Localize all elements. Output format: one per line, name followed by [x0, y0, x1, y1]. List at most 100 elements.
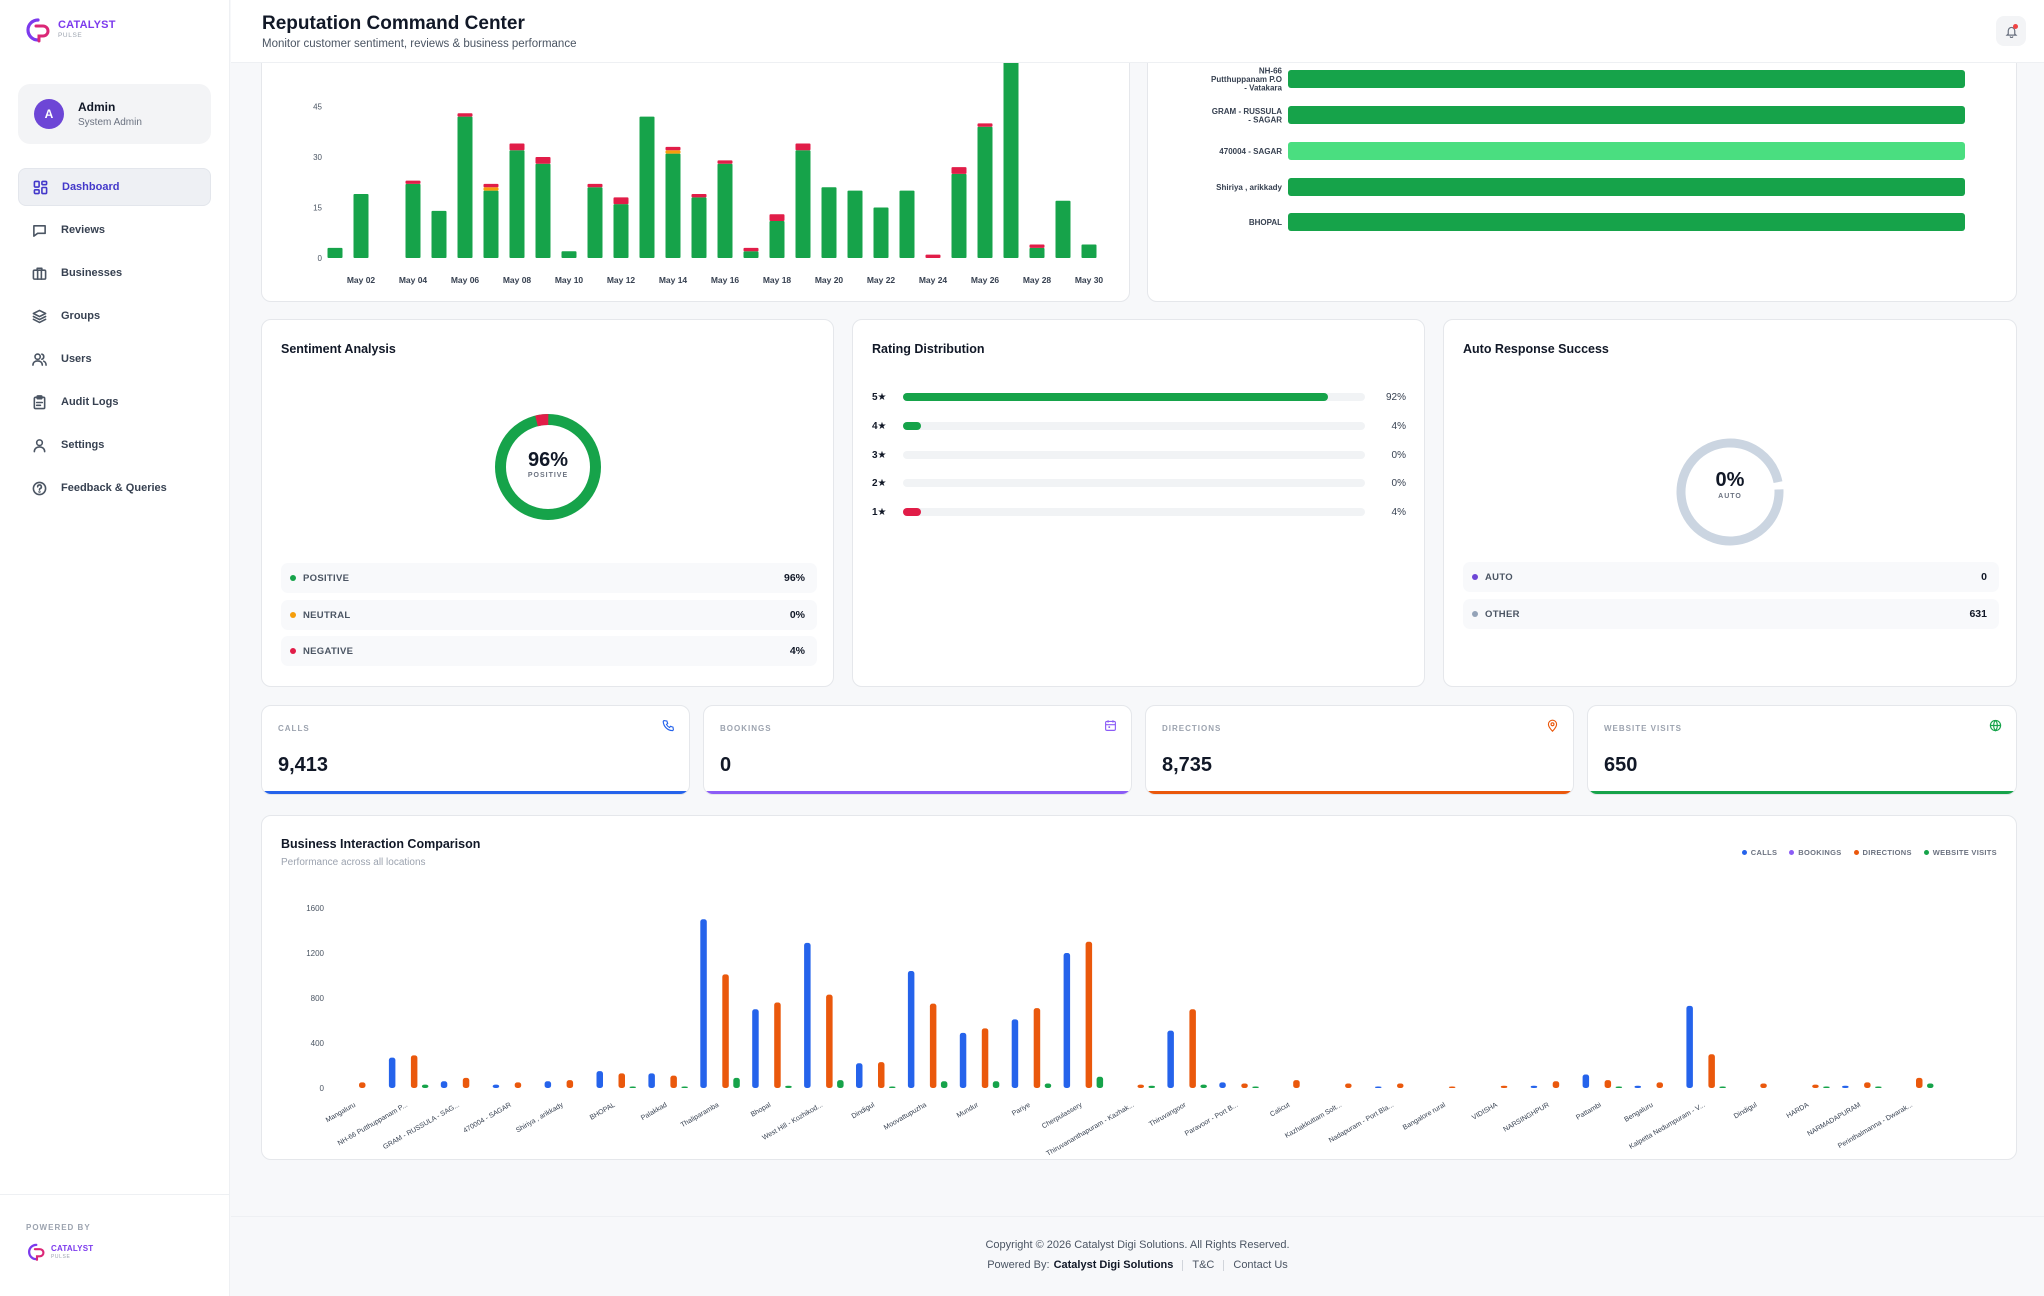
- powered-by-link[interactable]: Catalyst Digi Solutions: [1053, 1259, 1174, 1271]
- legend-dot: [290, 612, 296, 618]
- x-tick-label: HARDA: [1785, 1102, 1810, 1120]
- location-bar: [1288, 178, 1965, 196]
- legend-value: 631: [1969, 608, 1987, 620]
- terms-link[interactable]: T&C: [1192, 1259, 1215, 1271]
- stat-card-calls[interactable]: CALLS 9,413: [261, 705, 690, 795]
- bar-calls: [492, 1084, 500, 1088]
- stat-card-directions[interactable]: DIRECTIONS 8,735: [1145, 705, 1574, 795]
- brand-logo[interactable]: CATALYST PULSE: [24, 16, 116, 44]
- bar-calls: [1063, 953, 1071, 1088]
- bar-calls: [1686, 1005, 1693, 1088]
- legend-positive: POSITIVE 96%: [281, 563, 817, 593]
- bar-positive: [405, 183, 421, 258]
- legend-bookings: BOOKINGS: [1789, 848, 1841, 857]
- legend-value: 4%: [789, 645, 805, 657]
- bar-calls: [1582, 1074, 1590, 1088]
- rating-row: 4★ 4%: [872, 419, 1406, 433]
- sidebar-item-feedback[interactable]: Feedback & Queries: [18, 469, 211, 507]
- stat-card-website-visits[interactable]: WEBSITE VISITS 650: [1587, 705, 2017, 795]
- bar-calls: [1842, 1085, 1849, 1088]
- bar-directions: [878, 1062, 885, 1088]
- bar-directions: [618, 1073, 625, 1088]
- sidebar-item-dashboard[interactable]: Dashboard: [18, 168, 211, 206]
- sidebar-item-businesses[interactable]: Businesses: [18, 254, 211, 292]
- bar-negative: [795, 143, 811, 151]
- legend-auto: AUTO 0: [1463, 562, 1999, 592]
- bar-calls: [700, 919, 707, 1088]
- bar-directions: [981, 1028, 989, 1088]
- sidebar-item-audit-logs[interactable]: Audit Logs: [18, 383, 211, 421]
- bar-directions: [1500, 1085, 1508, 1088]
- x-tick-label: BHOPAL: [589, 1102, 617, 1122]
- sentiment-center-label: POSITIVE: [527, 472, 569, 479]
- sidebar-item-groups[interactable]: Groups: [18, 297, 211, 335]
- location-label: GRAM - RUSSULA - SAGAR: [1212, 107, 1282, 125]
- bar-positive: [691, 197, 707, 258]
- bar-directions: [1189, 1009, 1196, 1088]
- bar-neutral: [483, 187, 499, 191]
- y-tick-label: 0: [320, 1084, 325, 1093]
- calendar-icon: [1105, 720, 1116, 731]
- bar-directions: [514, 1082, 522, 1088]
- bar-positive: [951, 173, 967, 258]
- rating-title: Rating Distribution: [872, 342, 985, 356]
- stat-accent-bar: [1146, 791, 1573, 794]
- location-label: NH-66 Putthuppanam P.O - Vatakara: [1211, 67, 1283, 93]
- daily-reviews-card: 0 15 30 45 May 02 May 04 May 06 May 08 May 10 May…: [261, 30, 1130, 302]
- sidebar-item-reviews[interactable]: Reviews: [18, 211, 211, 249]
- x-tick-label: May 30: [1075, 275, 1104, 285]
- sentiment-card: Sentiment Analysis 96% POSITIVE POSITIVE…: [261, 319, 834, 687]
- contact-link[interactable]: Contact Us: [1233, 1259, 1288, 1271]
- bar-positive: [1003, 59, 1019, 258]
- x-tick-label: Thiruvangoor: [1148, 1101, 1188, 1128]
- auto-center-label: AUTO: [1718, 493, 1742, 500]
- legend-label: OTHER: [1485, 608, 1520, 620]
- auto-response-donut: [1676, 438, 1784, 546]
- sidebar-item-label: Dashboard: [62, 181, 120, 193]
- sidebar-item-label: Reviews: [61, 224, 106, 236]
- location-reviews-chart: NH-66 Putthuppanam P.O - Vatakara GRAM - RU…: [1211, 67, 1965, 231]
- stat-label: CALLS: [278, 724, 310, 733]
- dashboard-icon: [33, 180, 48, 194]
- legend-label: POSITIVE: [303, 572, 350, 584]
- sidebar-item-users[interactable]: Users: [18, 340, 211, 378]
- bar-negative: [587, 183, 603, 188]
- x-tick-label: Paravoor - Port B...: [1184, 1102, 1239, 1138]
- legend-calls: CALLS: [1741, 848, 1778, 857]
- stat-card-bookings[interactable]: BOOKINGS 0: [703, 705, 1132, 795]
- x-tick-label: May 04: [399, 275, 428, 285]
- page-subtitle: Monitor customer sentiment, reviews & bu…: [262, 38, 577, 50]
- bar-directions: [1604, 1080, 1612, 1088]
- bar-directions: [1448, 1086, 1456, 1088]
- rating-track: [903, 451, 1365, 459]
- bar-calls: [1634, 1085, 1641, 1088]
- bar-website-visits: [1927, 1083, 1934, 1088]
- chat-icon: [33, 224, 46, 237]
- bar-positive: [483, 190, 499, 258]
- x-tick-label: Dindigul: [1733, 1101, 1759, 1120]
- x-tick-label: Bhopal: [750, 1101, 773, 1118]
- bar-negative: [535, 157, 551, 164]
- rating-row: 1★ 4%: [872, 505, 1406, 519]
- location-reviews-card: NH-66 Putthuppanam P.O - Vatakara GRAM - RU…: [1147, 30, 2017, 302]
- location-bar: [1288, 106, 1965, 124]
- powered-by-text: Powered By:: [987, 1259, 1050, 1271]
- auto-response-title: Auto Response Success: [1463, 342, 1609, 356]
- user-card[interactable]: A Admin System Admin: [18, 84, 211, 144]
- map-pin-icon: [1547, 719, 1558, 732]
- layers-icon: [32, 309, 47, 323]
- bar-positive: [665, 153, 681, 258]
- legend-dot: [290, 575, 296, 581]
- rating-fill: [903, 393, 1329, 401]
- rating-label: 4★: [872, 420, 887, 432]
- sidebar-item-settings[interactable]: Settings: [18, 426, 211, 464]
- legend-other: OTHER 631: [1463, 599, 1999, 629]
- x-tick-label: Pariye: [1011, 1102, 1032, 1118]
- bar-directions: [1760, 1083, 1767, 1088]
- notifications-button[interactable]: [1996, 16, 2026, 46]
- rating-row: 3★ 0%: [872, 448, 1406, 462]
- bar-directions: [410, 1055, 418, 1088]
- x-tick-label: May 08: [503, 275, 532, 285]
- bar-directions: [670, 1075, 677, 1088]
- sidebar-item-label: Audit Logs: [61, 396, 119, 408]
